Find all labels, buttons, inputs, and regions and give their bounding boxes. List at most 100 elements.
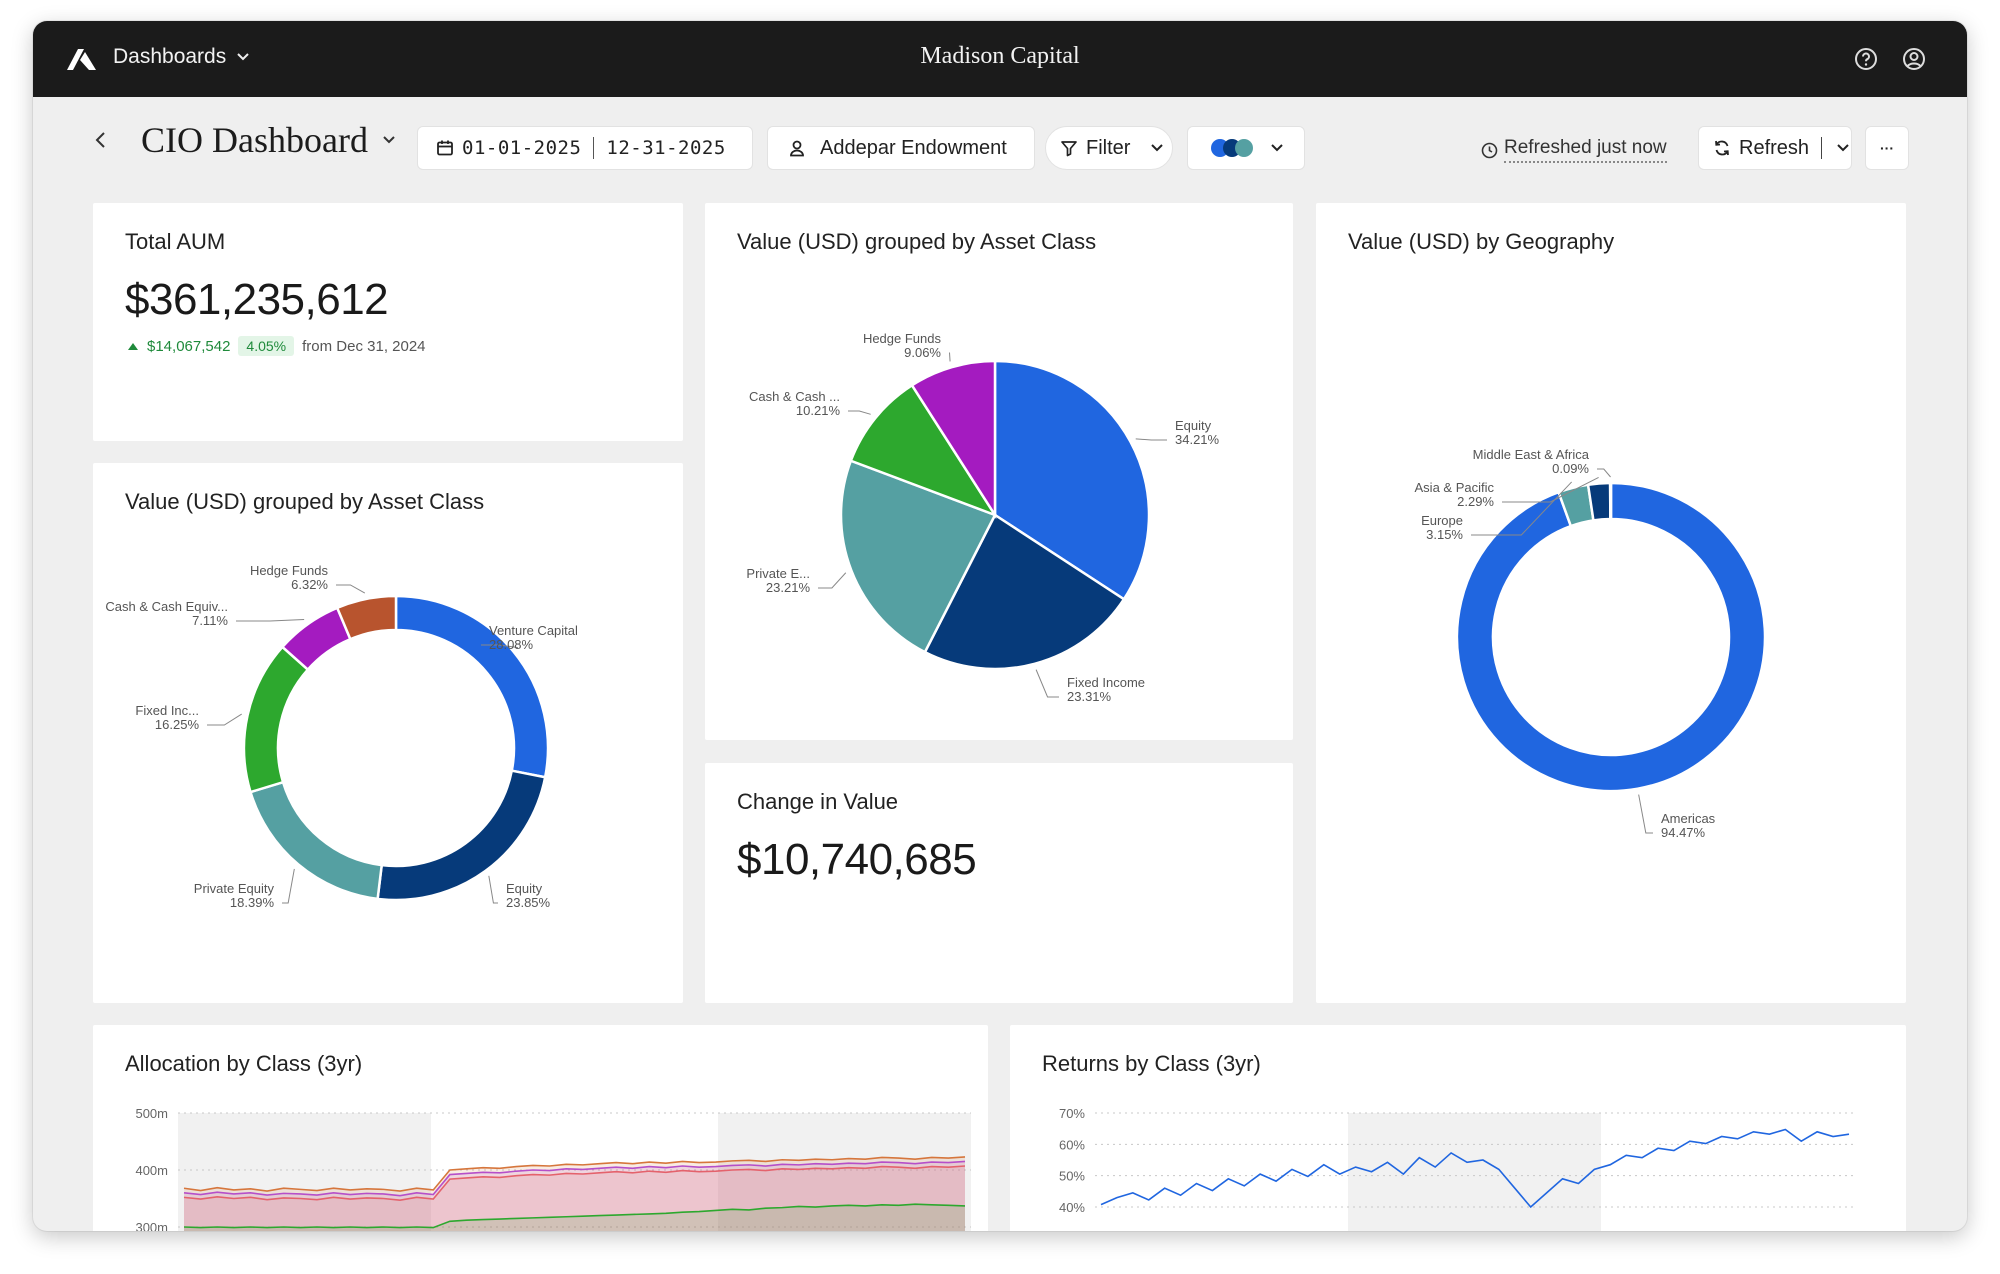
- period-band: [718, 1113, 971, 1231]
- leader-line: [1135, 438, 1167, 441]
- slice-label-name: Private E...: [746, 566, 810, 581]
- company-name: Madison Capital: [920, 43, 1080, 69]
- slice-label-percent: 28.08%: [489, 637, 534, 652]
- help-icon[interactable]: [1853, 46, 1879, 72]
- chevron-down-icon: [1271, 144, 1283, 152]
- slice-label-name: Europe: [1421, 513, 1463, 528]
- slice-label-percent: 34.21%: [1175, 432, 1220, 447]
- leader-line: [336, 584, 366, 594]
- slice-label-percent: 6.32%: [291, 577, 328, 592]
- date-range-picker[interactable]: 01-01-2025 12-31-2025: [417, 126, 753, 170]
- dashboards-menu-label: Dashboards: [113, 45, 227, 68]
- refresh-icon: [1715, 140, 1729, 156]
- chevron-down-icon: [1151, 144, 1164, 152]
- slice-cash-cash: [849, 383, 999, 518]
- area-fill-series-0: [184, 1156, 965, 1231]
- y-tick-label: 500m: [135, 1106, 168, 1121]
- slice-label-percent: 23.85%: [506, 895, 551, 910]
- entity-selector[interactable]: Addepar Endowment: [767, 126, 1035, 170]
- leader-line: [481, 644, 519, 649]
- leader-line: [1502, 477, 1599, 503]
- leader-line: [848, 410, 871, 415]
- color-palette-selector[interactable]: [1187, 126, 1305, 170]
- refresh-status: Refreshed just now: [1481, 137, 1667, 163]
- dashboard-title-select[interactable]: CIO Dashboard: [141, 119, 396, 161]
- series-line-1: [183, 1160, 966, 1197]
- slice-label-name: Fixed Income: [1067, 675, 1145, 690]
- slice-hedge-funds: [910, 359, 997, 520]
- person-icon: [790, 140, 804, 157]
- chevron-left-icon: [95, 132, 105, 148]
- card-title: Value (USD) grouped by Asset Class: [125, 489, 485, 514]
- slice-label-percent: 18.39%: [230, 895, 275, 910]
- slice-fixed-income: [923, 513, 1126, 671]
- clock-icon: [1481, 142, 1498, 158]
- refresh-label: Refresh: [1739, 136, 1810, 159]
- card-title: Value (USD) by Geography: [1348, 229, 1615, 254]
- total-aum-value: $361,235,612: [125, 275, 389, 324]
- more-icon: ···: [1880, 140, 1894, 156]
- card-title: Change in Value: [737, 789, 899, 814]
- user-account-icon[interactable]: [1901, 46, 1927, 72]
- date-end: 12-31-2025: [606, 137, 726, 159]
- returns-line-chart: 70% 60% 50% 40%: [1059, 1106, 1855, 1231]
- card-title: Allocation by Class (3yr): [125, 1051, 363, 1076]
- change-in-value-amount: $10,740,685: [737, 835, 977, 884]
- series-line-3: [183, 1203, 966, 1229]
- slice-label-percent: 16.25%: [155, 717, 200, 732]
- asset-class-pie-card: Value (USD) grouped by Asset Class Equit…: [705, 203, 1293, 740]
- leader-line: [488, 875, 498, 904]
- page-title: CIO Dashboard: [141, 120, 368, 160]
- arrow-up-icon: [128, 342, 138, 350]
- back-button[interactable]: [93, 125, 109, 157]
- filter-button[interactable]: Filter: [1045, 126, 1173, 170]
- y-tick-label: 400m: [135, 1163, 168, 1178]
- dashboard-toolbar: CIO Dashboard 01-01-2025 12-31-2025 Adde…: [33, 97, 1967, 197]
- y-tick-label: 70%: [1059, 1106, 1085, 1121]
- slice-private-e: [839, 459, 997, 654]
- slice-label-name: Middle East & Africa: [1473, 447, 1590, 462]
- leader-line: [207, 713, 242, 726]
- slice-label-percent: 10.21%: [796, 403, 841, 418]
- area-fill-series-1: [184, 1161, 965, 1231]
- series-line-0: [183, 1156, 966, 1192]
- filter-icon: [1061, 141, 1077, 157]
- slice-label-percent: 9.06%: [904, 345, 941, 360]
- dashboards-menu[interactable]: Dashboards: [113, 45, 250, 69]
- slice-middle-east-africa: [1608, 481, 1613, 521]
- delta-from: from Dec 31, 2024: [302, 337, 426, 355]
- slice-label-name: Cash & Cash Equiv...: [105, 599, 228, 614]
- slice-hedge-funds: [335, 594, 398, 641]
- slice-label-name: Americas: [1661, 811, 1716, 826]
- chevron-down-icon[interactable]: [1836, 143, 1850, 153]
- refresh-button[interactable]: Refresh: [1698, 126, 1852, 170]
- slice-label-percent: 2.29%: [1457, 494, 1494, 509]
- area-fill-series-3: [184, 1204, 965, 1231]
- slice-label-name: Venture Capital: [489, 623, 578, 638]
- card-title: Returns by Class (3yr): [1042, 1051, 1261, 1076]
- leader-line: [949, 352, 951, 362]
- y-tick-label: 300m: [135, 1220, 168, 1231]
- leader-line: [282, 868, 295, 904]
- area-fill-series-2: [184, 1166, 965, 1231]
- more-options-button[interactable]: ···: [1865, 126, 1909, 170]
- slice-label-name: Cash & Cash ...: [749, 389, 840, 404]
- leader-line: [236, 618, 305, 622]
- addepar-logo-icon[interactable]: [65, 47, 99, 71]
- chevron-down-icon: [237, 53, 249, 61]
- date-start: 01-01-2025: [462, 137, 582, 159]
- delta-value: $14,067,542: [147, 337, 231, 355]
- slice-label-percent: 23.31%: [1067, 689, 1112, 704]
- divider: [1821, 137, 1823, 159]
- slice-asia-pacific: [1586, 481, 1612, 522]
- slice-label-name: Equity: [506, 881, 543, 896]
- app-window: Dashboards Madison Capital CIO Dashboard: [33, 21, 1967, 1231]
- series-line-0: [1100, 1128, 1850, 1209]
- asset-class-donut-card: Value (USD) grouped by Asset Class Ventu…: [93, 463, 683, 1003]
- returns-by-class-card: Returns by Class (3yr) 70% 60% 50% 40%: [1010, 1025, 1906, 1231]
- allocation-area-chart: 500m 400m 300m: [135, 1106, 971, 1231]
- slice-label-name: Asia & Pacific: [1415, 480, 1495, 495]
